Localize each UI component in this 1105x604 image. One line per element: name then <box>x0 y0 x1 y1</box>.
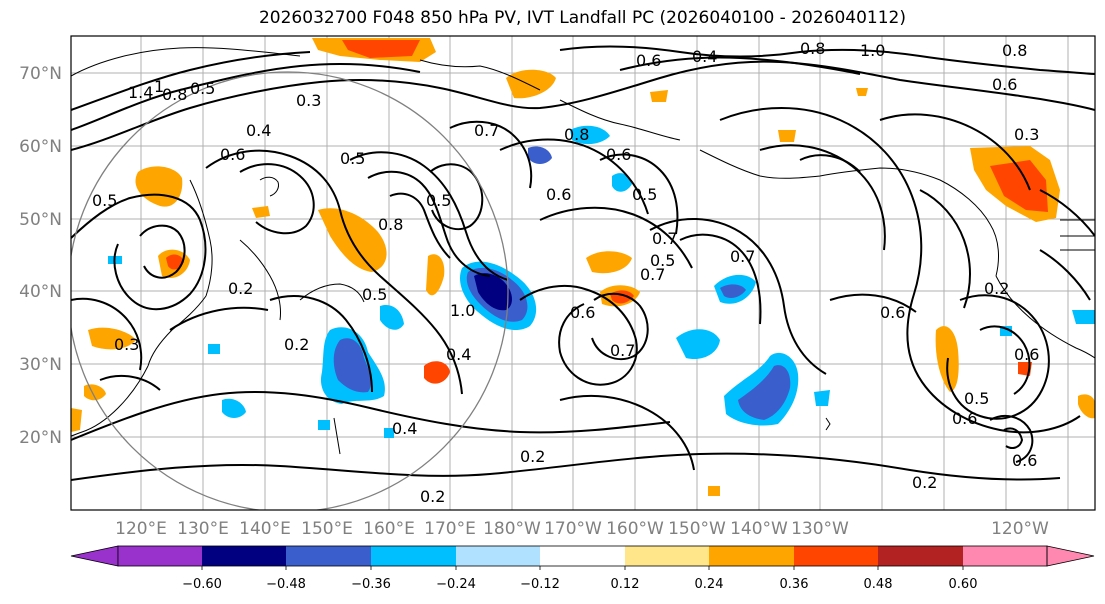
lat-label: 70°N <box>19 64 62 84</box>
contour-label: 0.2 <box>228 279 253 298</box>
lon-label: 120°W <box>991 519 1049 539</box>
range-circle <box>71 71 509 510</box>
contour-label: 0.5 <box>650 251 675 270</box>
contour-label: 0.7 <box>640 265 665 284</box>
contour-label: 1.4 <box>128 83 153 102</box>
contour-label: 0.6 <box>606 145 631 164</box>
colorbar-segment <box>286 546 371 566</box>
contour-label: 0.8 <box>378 215 403 234</box>
lon-label: 160°E <box>363 519 415 539</box>
contour-label: 0.7 <box>474 121 499 140</box>
contour-label: 0.5 <box>92 191 117 210</box>
contour-label: 0.2 <box>520 447 545 466</box>
lon-label: 150°W <box>668 519 726 539</box>
colorbar-tick-label: 0.60 <box>949 577 978 592</box>
colorbar-segment <box>709 546 794 566</box>
lon-label: 130°W <box>791 519 849 539</box>
colorbar-segment <box>118 546 202 566</box>
contour-label: 0.8 <box>162 85 187 104</box>
contour-label: 0.2 <box>284 335 309 354</box>
contour-label: 0.6 <box>546 185 571 204</box>
lat-label: 30°N <box>19 355 62 375</box>
lon-label: 180°W <box>483 519 541 539</box>
lat-label: 20°N <box>19 428 62 448</box>
map-title: 2026032700 F048 850 hPa PV, IVT Landfall… <box>258 8 906 28</box>
contour-label: 0.7 <box>652 229 677 248</box>
map-area <box>71 36 1095 510</box>
lon-label: 160°W <box>606 519 664 539</box>
lon-label: 140°E <box>239 519 291 539</box>
contour-label: 0.2 <box>912 473 937 492</box>
contour-label: 0.7 <box>610 341 635 360</box>
contour-label: 0.6 <box>636 51 661 70</box>
contour-label: 0.6 <box>952 409 977 428</box>
contour-label: 0.5 <box>964 389 989 408</box>
contour-label: 0.5 <box>190 79 215 98</box>
colorbar-segment <box>456 546 540 566</box>
longitude-labels: 120°E 130°E 140°E 150°E 160°E 170°E 180°… <box>115 519 1049 539</box>
contour-label: 0.6 <box>1014 345 1039 364</box>
lon-label: 170°W <box>544 519 602 539</box>
contour-label: 0.5 <box>632 185 657 204</box>
contour-labels: 1.4 1 0.8 0.5 0.3 0.4 0.6 0.5 0.7 0.8 0.… <box>92 39 1039 506</box>
lon-label: 130°E <box>177 519 229 539</box>
colorbar-segment <box>963 546 1047 566</box>
contour-label: 0.4 <box>692 47 717 66</box>
colorbar-tick-label: −0.12 <box>520 577 560 592</box>
lon-label: 170°E <box>424 519 476 539</box>
pv-contours <box>71 45 1095 481</box>
colorbar-tick-label: −0.60 <box>182 577 222 592</box>
lat-label: 60°N <box>19 137 62 157</box>
colorbar-segment <box>794 546 878 566</box>
contour-label: 0.4 <box>446 345 471 364</box>
latitude-labels: 70°N 60°N 50°N 40°N 30°N 20°N <box>19 64 62 448</box>
colorbar-tick-label: −0.36 <box>351 577 391 592</box>
contour-label: 0.3 <box>114 335 139 354</box>
contour-label: 0.6 <box>992 75 1017 94</box>
contour-label: 1.0 <box>450 301 475 320</box>
contour-label: 0.8 <box>800 39 825 58</box>
contour-label: 0.6 <box>570 303 595 322</box>
lon-label: 120°E <box>115 519 167 539</box>
colorbar-segment <box>371 546 456 566</box>
colorbar-tick-label: 0.36 <box>780 577 809 592</box>
contour-label: 0.8 <box>1002 41 1027 60</box>
lat-label: 40°N <box>19 282 62 302</box>
lat-label: 50°N <box>19 210 62 230</box>
colorbar-segment <box>540 546 625 566</box>
contour-label: 0.6 <box>220 145 245 164</box>
contour-label: 0.3 <box>1014 125 1039 144</box>
colorbar-segment <box>202 546 286 566</box>
contour-label: 0.5 <box>426 191 451 210</box>
lon-label: 140°W <box>730 519 788 539</box>
contour-label: 0.3 <box>296 91 321 110</box>
contour-label: 0.6 <box>880 303 905 322</box>
contour-label: 0.8 <box>564 125 589 144</box>
pv-negative-shading <box>108 125 1095 438</box>
colorbar: −0.60 −0.48 −0.36 −0.24 −0.12 0.12 0.24 … <box>70 545 1095 592</box>
contour-label: 0.2 <box>420 487 445 506</box>
contour-label: 0.4 <box>392 419 417 438</box>
colorbar-extend-low <box>70 545 119 567</box>
colorbar-tick-label: 0.24 <box>695 577 724 592</box>
contour-label: 0.6 <box>1012 451 1037 470</box>
colorbar-tick-label: −0.24 <box>436 577 476 592</box>
lon-label: 150°E <box>301 519 353 539</box>
contour-label: 0.5 <box>362 285 387 304</box>
contour-label: 0.4 <box>246 121 271 140</box>
coastlines <box>71 47 1095 455</box>
colorbar-segment <box>625 546 709 566</box>
contour-label: 0.7 <box>730 247 755 266</box>
colorbar-segment <box>878 546 963 566</box>
colorbar-tick-label: 0.48 <box>864 577 893 592</box>
map-frame <box>70 35 1096 511</box>
contour-label: 0.5 <box>340 149 365 168</box>
contour-label: 1 <box>154 77 164 96</box>
colorbar-tick-label: 0.12 <box>611 577 640 592</box>
colorbar-extend-high <box>1046 545 1095 567</box>
colorbar-tick-label: −0.48 <box>266 577 306 592</box>
contour-label: 0.2 <box>984 279 1009 298</box>
contour-label: 1.0 <box>860 41 885 60</box>
